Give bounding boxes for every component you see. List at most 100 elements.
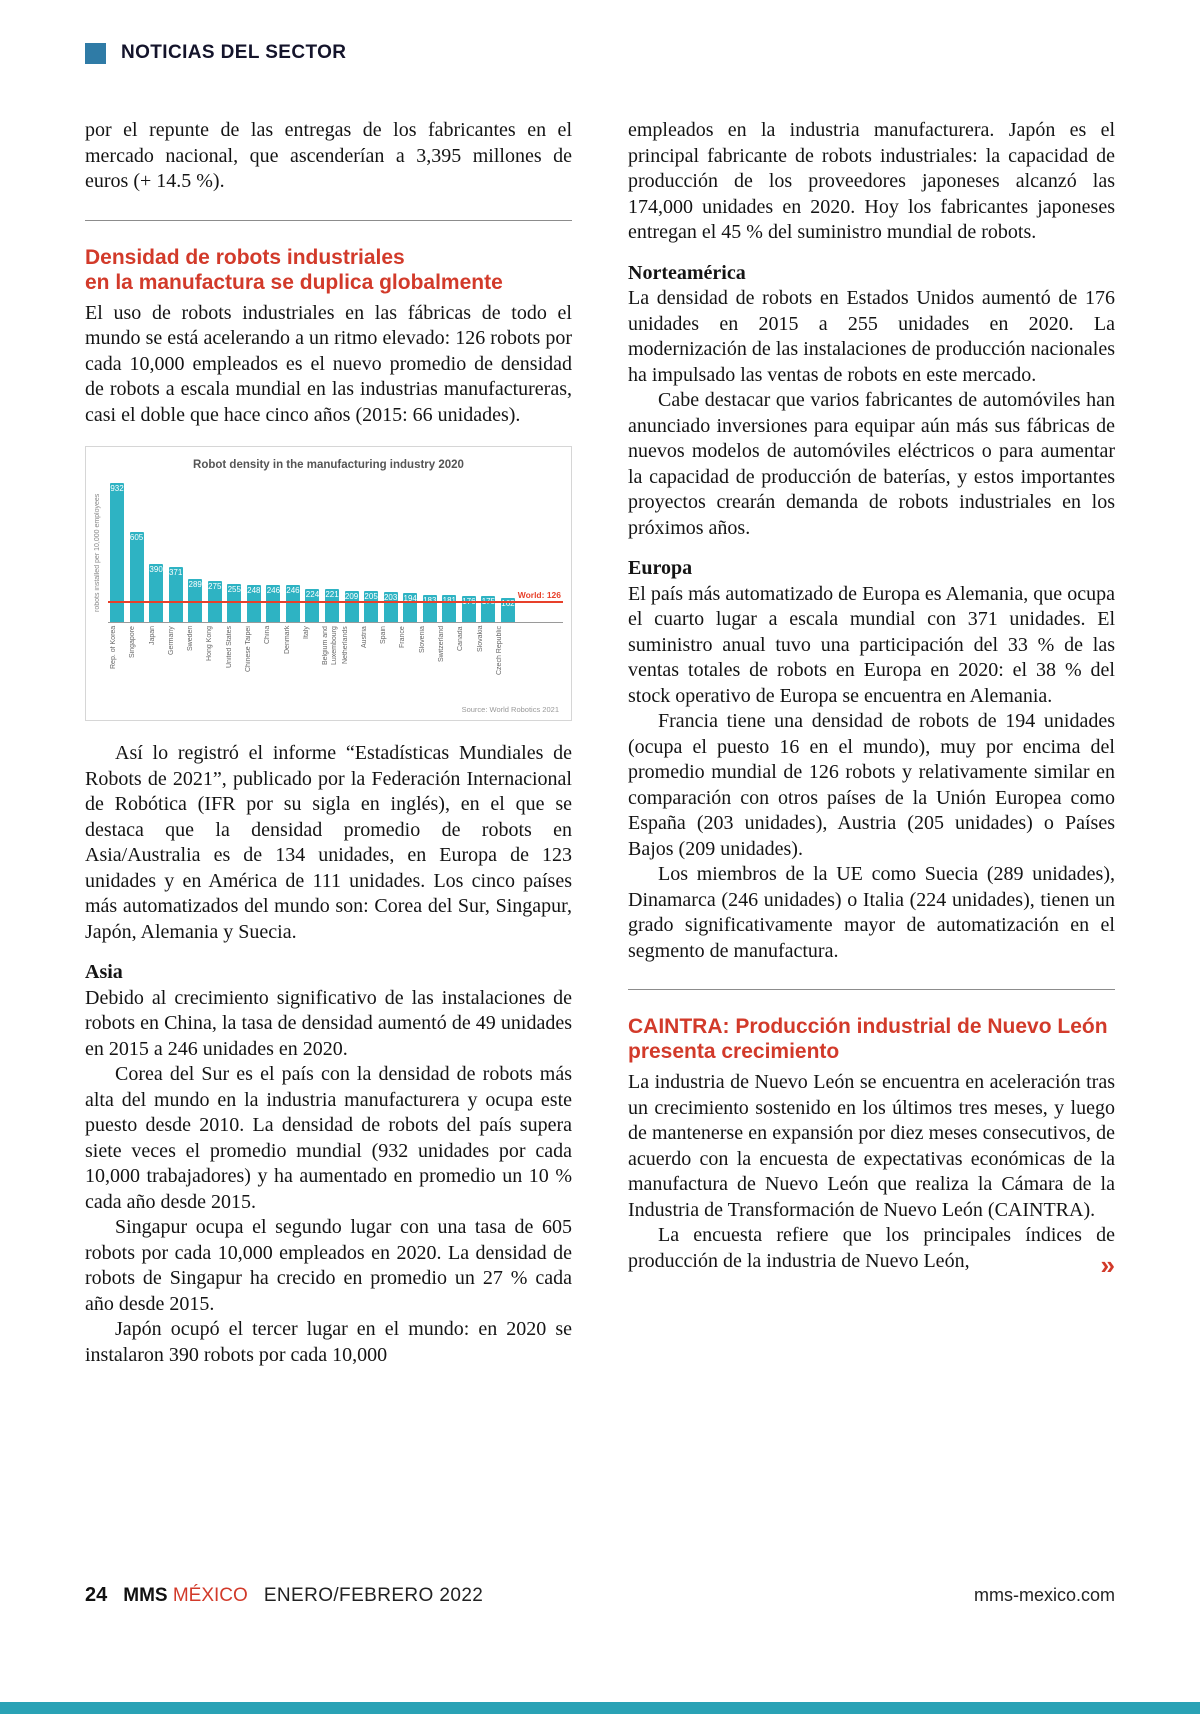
chart-body: robots installed per 10,000 employees Wo… [94,483,563,703]
brand-mexico: MÉXICO [172,1585,248,1606]
section-marker-icon [85,42,106,64]
chart-x-label: Chinese Taipei [245,626,253,672]
chart-plot-area: World: 126 932 605 390 371 289 275 255 248 246 24… [108,483,563,623]
chart-bar: 194 [403,593,418,622]
chart-bar-value: 181 [443,596,456,605]
page-number: 24 [85,1584,108,1606]
chart-x-label: Rep. of Korea [110,626,117,670]
chart-bar-value: 289 [188,580,202,589]
subhead-europa: Europa [628,557,693,579]
chart-bar: 205 [364,591,379,622]
chart-bar: 248 [246,585,261,622]
chart-bar-value: 275 [208,582,222,591]
article2-title-line1: CAINTRA: Producción industrial de Nuevo … [628,1015,1108,1038]
chart-y-axis-label: robots installed per 10,000 employees [94,493,101,613]
article2-title: CAINTRA: Producción industrial de Nuevo … [628,1014,1115,1064]
chart-bar: 162 [500,598,515,622]
chart-main: World: 126 932 605 390 371 289 275 255 248 246 24… [108,483,563,703]
chart-bar-value: 162 [501,599,515,608]
left-column: por el repunte de las entregas de los fa… [85,118,572,1368]
chart-x-label: Germany [167,626,175,655]
chart-bar: 255 [227,584,242,622]
norteamerica-paragraph-2: Cabe destacar que varios fabricantes de … [628,389,1115,539]
bottom-accent-bar [0,1702,1200,1714]
issue-date: ENERO/FEBRERO 2022 [263,1585,484,1606]
europa-paragraph-2: Francia tiene una densidad de robots de … [628,710,1115,860]
right-column: empleados en la industria manufacturera.… [628,118,1115,1368]
chart-bar: 371 [168,567,183,622]
chart-bar-value: 205 [364,592,378,601]
chart-x-label: Austria [360,626,368,648]
article1-intro-paragraph: El uso de robots industriales en las fáb… [85,301,572,426]
article1-title-line2: en la manufactura se duplica globalmente [85,270,503,294]
asia-paragraph-3: Singapur ocupa el segundo lugar con una … [85,1216,572,1315]
article-divider [628,989,1115,990]
chart-x-label: France [399,626,407,648]
chart-bar: 605 [129,532,144,622]
chart-bar-value: 224 [305,590,320,599]
footer-left: 24 MMS MÉXICO ENERO/FEBRERO 2022 [85,1584,483,1607]
article1-title-line1: Densidad de robots industriales [85,245,405,269]
chart-x-label: Japan [148,626,156,646]
chart-bar-value: 246 [266,586,281,595]
page-footer: 24 MMS MÉXICO ENERO/FEBRERO 2022 mms-mex… [85,1584,1115,1607]
chart-bar-value: 371 [168,568,183,577]
europa-paragraph-3: Los miembros de la UE como Suecia (289 u… [628,863,1115,962]
chart-x-label: Spain [380,626,388,644]
chart-x-label: Hong Kong [206,626,214,662]
chart-bar: 183 [422,595,437,622]
chart-bar: 203 [383,592,398,622]
chart-x-label: Singapore [129,626,137,658]
chart-bar-value: 183 [423,596,436,605]
chart-x-label: Italy [302,626,310,639]
chart-bar-value: 203 [383,593,398,602]
magazine-brand: MMS MÉXICO [123,1585,248,1607]
chart-bar: 390 [149,564,164,622]
world-average-label: World: 126 [517,590,561,600]
chart-x-label: Slovenia [418,626,426,653]
subhead-norteamerica: Norteamérica [628,261,746,284]
article1-paragraph: Así lo registró el informe “Estadísticas… [85,742,572,943]
chart-bar-value: 221 [325,590,339,599]
subhead-asia: Asia [85,961,123,983]
chart-bar-value: 194 [403,594,417,603]
section-title: NOTICIAS DEL SECTOR [121,42,347,63]
article2-paragraph-2-text: La encuesta refiere que los principales … [628,1224,1115,1272]
chart-x-label: China [264,626,272,645]
chart-x-label: Sweden [187,626,195,652]
chart-bar: 289 [188,579,203,622]
chart-bar-value: 390 [149,565,163,574]
chart-x-label: Canada [457,626,465,651]
chart-bar: 224 [305,589,320,622]
chart-bar: 175 [481,596,496,622]
chart-bar-value: 248 [247,586,261,595]
chart-bar: 246 [266,585,281,622]
chart-x-axis-labels: Rep. of Korea Singapore Japan Germany Sweden… [108,623,517,703]
chart-x-label: United States [225,626,233,669]
chart-x-label: Belgium and Luxembourg [322,626,339,665]
chart-x-label: Czech Republic [495,626,503,676]
continued-next-page-icon: » [1100,1250,1115,1280]
chart-x-label: Netherlands [341,626,349,664]
article-divider [85,219,572,221]
chart-title: Robot density in the manufacturing indus… [193,459,464,471]
chart-bar-value: 255 [227,585,241,594]
chart-bar: 209 [344,591,359,622]
asia-paragraph-1: Debido al crecimiento significativo de l… [85,986,572,1060]
asia-paragraph-4: Japón ocupó el tercer lugar en el mundo:… [85,1318,572,1366]
brand-mms: MMS [123,1585,168,1606]
chart-bar: 246 [285,585,300,622]
carryover-paragraph: por el repunte de las entregas de los fa… [85,119,572,192]
article1-title: Densidad de robots industriales en la ma… [85,245,572,295]
chart-bar: 932 [110,483,124,622]
chart-bar-value: 605 [129,533,144,542]
europa-paragraph-1: El país más automatizado de Europa es Al… [628,582,1115,707]
japan-continuation-paragraph: empleados en la industria manufacturera.… [628,119,1115,243]
section-header: NOTICIAS DEL SECTOR [85,42,346,64]
chart-x-label: Switzerland [438,626,446,663]
chart-x-label: Slovakia [476,626,484,653]
website-link[interactable]: mms-mexico.com [973,1585,1115,1605]
chart-bar-value: 209 [344,592,359,601]
world-average-line [108,601,563,603]
